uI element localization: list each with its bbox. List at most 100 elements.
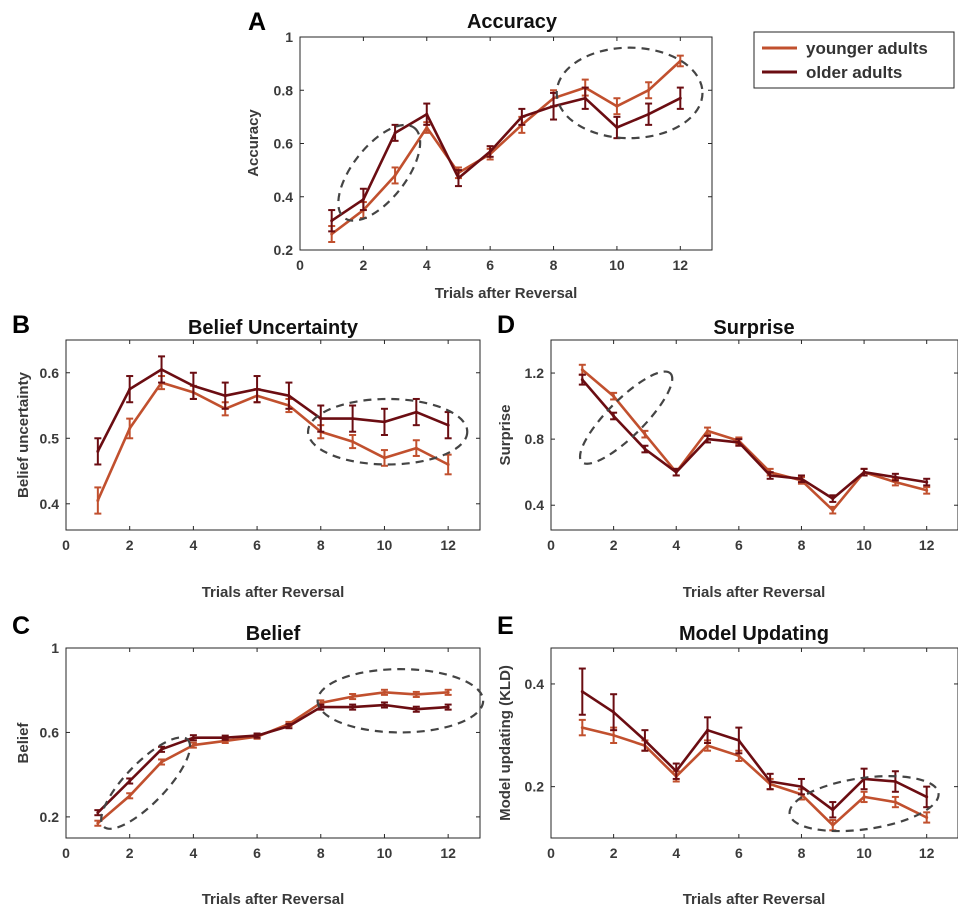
series-older <box>578 373 931 503</box>
series-younger <box>578 718 931 832</box>
highlight-ellipse <box>578 370 674 465</box>
data-point <box>128 794 132 798</box>
panel-B: 0 2 4 6 8 10 12 0.4 0.5 0.6 Belief Uncertainty B Tri… <box>12 311 481 601</box>
chart-title: Belief <box>246 623 301 645</box>
data-point <box>580 378 584 382</box>
series-older <box>94 355 452 466</box>
data-point <box>446 690 450 694</box>
data-point <box>446 462 450 466</box>
data-point <box>678 59 682 63</box>
y-axis-title: Belief <box>15 722 32 764</box>
y-tick-label: 0.6 <box>274 136 294 152</box>
chart-title: Accuracy <box>467 11 558 33</box>
y-tick-label: 0.4 <box>525 497 545 513</box>
data-point <box>615 126 619 130</box>
y-tick-label: 0.4 <box>274 189 294 205</box>
data-point <box>831 508 835 512</box>
x-tick-label: 10 <box>377 845 393 861</box>
y-tick-label: 0.8 <box>525 431 545 447</box>
axes-box <box>65 647 481 839</box>
chart-title: Surprise <box>713 317 794 339</box>
x-tick-label: 4 <box>423 257 431 273</box>
data-point <box>768 473 772 477</box>
data-point <box>191 743 195 747</box>
panel-letter: E <box>497 612 514 640</box>
y-tick-label: 0.2 <box>274 242 294 258</box>
y-tick-label: 1 <box>285 29 293 45</box>
x-tick-label: 4 <box>672 845 680 861</box>
x-tick-label: 6 <box>486 257 494 273</box>
y-axis-title: Belief uncertainty <box>15 371 32 498</box>
x-tick-label: 12 <box>673 257 689 273</box>
data-point <box>319 417 323 421</box>
data-point <box>414 410 418 414</box>
data-point <box>737 738 741 742</box>
x-tick-label: 10 <box>609 257 625 273</box>
x-tick-label: 2 <box>610 845 618 861</box>
data-point <box>706 728 710 732</box>
series-line <box>96 368 449 452</box>
data-point <box>831 497 835 501</box>
series-younger <box>94 375 452 515</box>
panel-letter: D <box>497 311 515 339</box>
data-point <box>612 733 616 737</box>
data-point <box>255 734 259 738</box>
series-older <box>578 667 931 819</box>
panel-letter: B <box>12 311 30 339</box>
y-tick-label: 0.6 <box>40 724 60 740</box>
y-tick-label: 0.4 <box>40 496 60 512</box>
data-point <box>382 420 386 424</box>
x-tick-label: 8 <box>798 845 806 861</box>
data-point <box>330 232 334 236</box>
highlight-ellipse <box>316 668 485 734</box>
panel-D: 0 2 4 6 8 10 12 0.4 0.8 1.2 Surprise D Trials after … <box>497 311 958 601</box>
y-axis-title: Surprise <box>497 405 514 466</box>
axes-box <box>550 339 958 531</box>
data-point <box>96 811 100 815</box>
highlight-ellipse <box>100 736 192 830</box>
highlight-ellipse <box>337 123 422 222</box>
data-point <box>831 808 835 812</box>
highlight-ellipse <box>788 775 940 833</box>
data-point <box>287 724 291 728</box>
data-point <box>706 744 710 748</box>
x-tick-label: 10 <box>377 537 393 553</box>
y-axis-title: Accuracy <box>245 109 262 177</box>
data-point <box>128 426 132 430</box>
x-tick-label: 6 <box>253 537 261 553</box>
series-line <box>581 368 928 512</box>
data-point <box>799 477 803 481</box>
data-point <box>96 821 100 825</box>
y-tick-label: 0.5 <box>40 430 60 446</box>
data-point <box>96 499 100 503</box>
legend-label-older: older adults <box>806 63 902 82</box>
y-tick-label: 1.2 <box>525 365 545 381</box>
x-tick-label: 12 <box>440 845 456 861</box>
data-point <box>382 456 386 460</box>
data-point <box>128 779 132 783</box>
data-point <box>706 437 710 441</box>
chart-title: Model Updating <box>679 623 829 645</box>
data-point <box>446 705 450 709</box>
x-axis-title: Trials after Reversal <box>435 285 578 302</box>
series-younger <box>94 688 452 827</box>
data-point <box>160 760 164 764</box>
x-tick-label: 0 <box>547 845 555 861</box>
x-tick-label: 2 <box>359 257 367 273</box>
data-point <box>128 387 132 391</box>
panel-C: 0 2 4 6 8 10 12 0.2 0.6 1 Belief C Trials after Reve… <box>12 612 485 908</box>
data-point <box>862 795 866 799</box>
x-tick-label: 0 <box>62 845 70 861</box>
series-older <box>328 86 684 233</box>
data-point <box>893 800 897 804</box>
data-point <box>615 104 619 108</box>
x-tick-label: 8 <box>317 537 325 553</box>
data-point <box>580 690 584 694</box>
highlight-ellipse <box>555 46 704 140</box>
x-tick-label: 4 <box>189 845 197 861</box>
data-point <box>414 692 418 696</box>
data-point <box>647 112 651 116</box>
data-point <box>393 131 397 135</box>
